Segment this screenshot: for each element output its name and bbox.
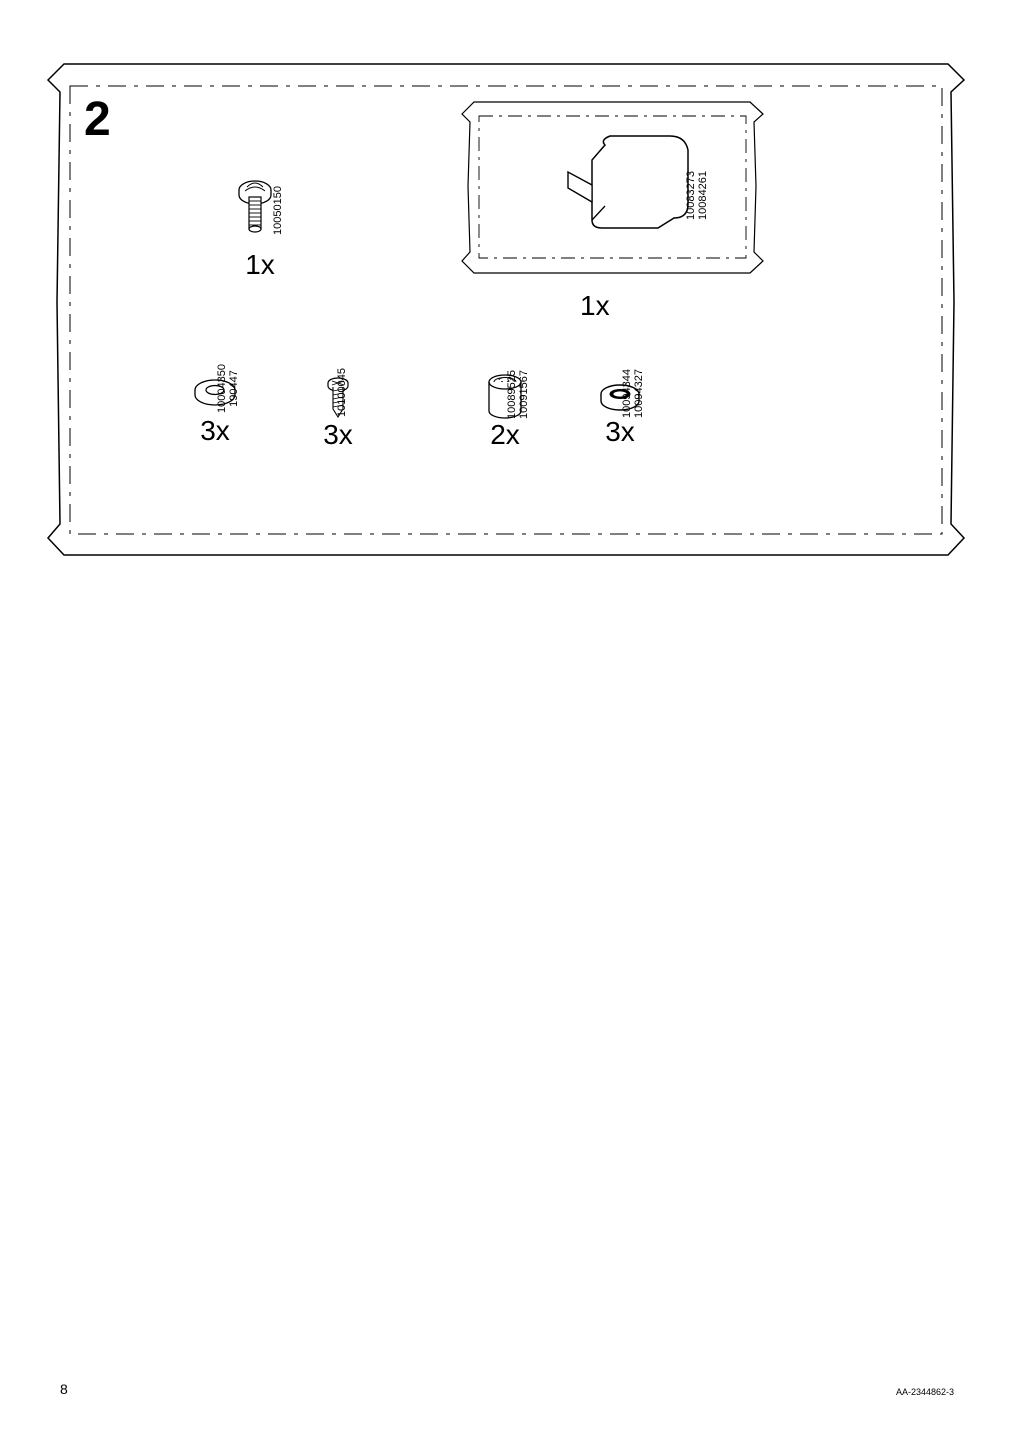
- partnum-ferrule: 1008952510091567: [506, 370, 530, 419]
- partnum-washer-flat: 10004350190447: [216, 364, 240, 413]
- partnum-bolt-large: 10050150: [272, 186, 284, 235]
- assembly-page: 2 10050150 1x: [0, 0, 1012, 1432]
- part-bolt-large: 10050150 1x: [200, 175, 320, 281]
- knob-icon: [550, 130, 700, 240]
- part-ferrule: 1008952510091567 2x: [450, 373, 560, 451]
- bolt-large-icon: [225, 175, 295, 245]
- qty-washer-flat: 3x: [160, 415, 270, 447]
- part-washer-thick: 1009434410094327 3x: [565, 382, 675, 448]
- qty-ferrule: 2x: [450, 419, 560, 451]
- part-washer-flat: 10004350190447 3x: [160, 375, 270, 447]
- partnum-knob: 1008327310084261: [685, 171, 709, 220]
- qty-washer-thick: 3x: [565, 416, 675, 448]
- document-id: AA-2344862-3: [896, 1387, 954, 1397]
- partnum-screw-small: 10100045: [336, 368, 348, 417]
- qty-bolt-large: 1x: [200, 249, 320, 281]
- qty-knob: 1x: [580, 290, 610, 322]
- partnum-washer-thick: 1009434410094327: [621, 369, 645, 418]
- part-knob: 1008327310084261: [525, 130, 725, 240]
- qty-screw-small: 3x: [288, 419, 388, 451]
- part-screw-small: 10100045 3x: [288, 375, 388, 451]
- step-number: 2: [84, 92, 111, 147]
- page-number: 8: [60, 1381, 68, 1397]
